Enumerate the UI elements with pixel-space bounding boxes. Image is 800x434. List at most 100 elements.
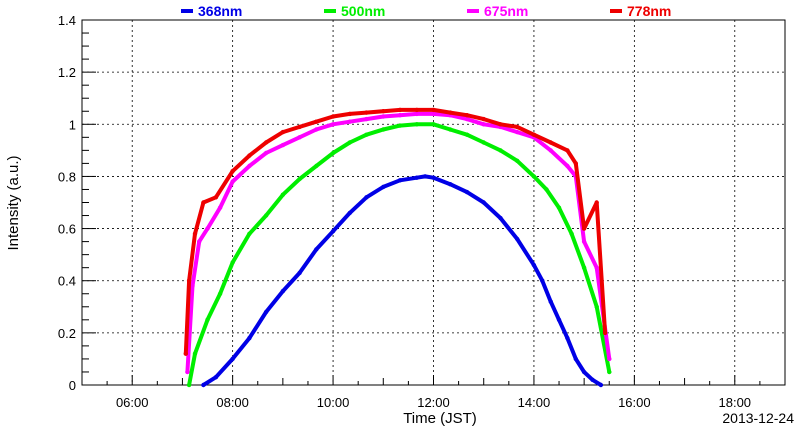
data-point: [263, 140, 269, 145]
data-point: [297, 135, 302, 140]
data-point: [205, 226, 210, 231]
data-point: [280, 192, 286, 197]
data-point: [330, 229, 336, 234]
data-point: [556, 205, 562, 210]
data-point: [602, 330, 608, 336]
data-point: [422, 174, 428, 179]
data-point: [581, 265, 587, 270]
series-layer: [183, 107, 612, 388]
data-point: [448, 127, 453, 132]
data-point: [464, 132, 470, 137]
x-tick-label: 18:00: [719, 395, 752, 410]
data-point: [544, 187, 549, 192]
legend-label: 778nm: [627, 3, 671, 19]
data-point: [515, 236, 520, 242]
data-point: [594, 304, 599, 309]
y-tick-label: 0.8: [58, 169, 76, 184]
data-point: [594, 200, 599, 205]
data-point: [364, 110, 369, 115]
data-point: [213, 375, 219, 380]
data-point: [464, 189, 470, 195]
data-point: [565, 163, 570, 169]
series-line-675nm: [185, 111, 612, 374]
data-point: [515, 124, 520, 130]
data-point: [297, 124, 302, 130]
legend-label: 500nm: [341, 3, 385, 19]
data-point: [581, 369, 587, 375]
data-point: [230, 179, 235, 184]
data-point: [247, 153, 252, 158]
data-point: [531, 132, 537, 137]
y-tick-label: 0.4: [58, 274, 76, 289]
data-point: [548, 148, 553, 153]
data-point: [498, 148, 503, 153]
x-tick-label: 08:00: [216, 395, 249, 410]
data-point: [481, 122, 486, 127]
data-point: [217, 291, 223, 296]
y-tick-label: 1.2: [58, 65, 76, 80]
data-point: [414, 111, 419, 117]
data-point: [297, 270, 302, 276]
data-point: [347, 119, 352, 124]
data-point: [581, 226, 587, 231]
data-point: [414, 122, 419, 127]
data-point: [515, 158, 520, 163]
data-point: [247, 231, 252, 236]
legend: 368nm 500nm 675nm 778nm: [181, 3, 671, 19]
data-point: [230, 260, 235, 265]
data-point: [581, 239, 587, 244]
data-point: [263, 150, 269, 156]
data-point: [515, 129, 520, 135]
data-point: [280, 142, 286, 148]
data-point: [347, 210, 352, 216]
data-point: [186, 278, 192, 283]
data-point: [594, 265, 599, 270]
data-point: [607, 356, 612, 362]
data-point: [414, 175, 419, 180]
data-point: [201, 200, 206, 205]
y-tick-label: 1.4: [58, 13, 76, 28]
data-point: [201, 382, 206, 388]
data-point: [598, 382, 604, 388]
data-point: [213, 195, 219, 200]
data-point: [192, 231, 198, 236]
data-point: [280, 129, 286, 135]
data-point: [330, 150, 336, 156]
data-point: [230, 169, 235, 174]
data-point: [556, 317, 562, 322]
data-point: [330, 114, 336, 119]
y-tick-label: 1: [69, 117, 76, 132]
data-point: [330, 122, 336, 127]
data-point: [190, 283, 195, 289]
data-point: [397, 107, 403, 113]
data-point: [347, 111, 352, 117]
data-point: [314, 163, 319, 169]
data-point: [531, 262, 537, 268]
y-tick-label: 0.6: [58, 222, 76, 237]
data-point: [548, 299, 553, 304]
data-point: [185, 369, 190, 375]
data-point: [414, 107, 419, 113]
data-point: [569, 231, 574, 236]
data-point: [364, 116, 369, 122]
data-point: [397, 113, 403, 118]
data-point: [192, 351, 198, 356]
date-label: 2013-12-24: [722, 410, 794, 426]
axis-ticks: 06:00 08:00 10:00 12:00 14:00 16:00 18:00 0 0.2 0…: [58, 13, 761, 410]
x-tick-label: 10:00: [317, 395, 350, 410]
data-point: [397, 123, 403, 128]
data-point: [381, 109, 386, 114]
data-point: [314, 119, 319, 124]
data-point: [381, 114, 386, 119]
data-point: [481, 200, 486, 205]
data-point: [247, 335, 252, 341]
data-point: [364, 132, 369, 137]
data-point: [381, 127, 386, 132]
data-point: [498, 122, 503, 127]
data-point: [263, 309, 269, 315]
data-point: [247, 163, 252, 169]
data-point: [230, 356, 235, 362]
series-line-368nm: [201, 174, 603, 387]
